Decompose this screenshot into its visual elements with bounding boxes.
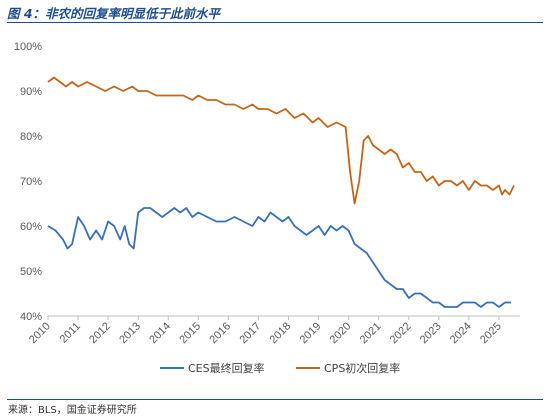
- x-tick-label: 2012: [87, 320, 113, 346]
- source-rule: [7, 399, 543, 400]
- legend: CES最终回复率 CPS初次回复率: [160, 361, 400, 375]
- y-tick-label: 40%: [20, 311, 42, 323]
- y-tick-label: 80%: [20, 131, 42, 143]
- plot-lines: [47, 76, 515, 308]
- x-tick-label: 2010: [27, 320, 53, 346]
- x-tick-label: 2015: [177, 320, 203, 346]
- x-tick-label: 2023: [418, 320, 444, 346]
- x-tick-label: 2021: [358, 320, 384, 346]
- legend-label-cps: CPS初次回复率: [324, 361, 400, 375]
- x-tick-label: 2020: [328, 320, 354, 346]
- x-tick-label: 2016: [207, 320, 233, 346]
- legend-label-ces: CES最终回复率: [188, 361, 265, 375]
- y-tick-label: 60%: [20, 221, 42, 233]
- x-tick-label: 2019: [298, 320, 324, 346]
- x-tick-label: 2018: [268, 320, 294, 346]
- cps-series-line: [47, 76, 515, 205]
- y-tick-label: 100%: [14, 41, 42, 53]
- y-tick-label: 50%: [20, 266, 42, 278]
- x-tick-label: 2017: [237, 320, 263, 346]
- y-tick-label: 90%: [20, 86, 42, 98]
- y-tick-label: 70%: [20, 176, 42, 188]
- ces-series-line: [47, 207, 511, 308]
- x-tick-label: 2025: [478, 320, 504, 346]
- source-note: 来源：BLS，国金证券研究所: [8, 405, 137, 416]
- x-tick-label: 2014: [147, 320, 173, 346]
- y-axis: 40% 50% 60% 70% 80% 90% 100%: [14, 41, 42, 323]
- x-axis: 2010 2011 2012 2013 2014 2015 2016 2017 2018 2019…: [27, 315, 520, 346]
- figure-title: 图 4：非农的回复率明显低于此前水平: [7, 6, 221, 21]
- x-tick-label: 2011: [58, 320, 83, 345]
- title-rule: [7, 22, 543, 24]
- x-tick-label: 2022: [388, 320, 414, 346]
- x-tick-label: 2024: [448, 320, 474, 346]
- x-tick-label: 2013: [117, 320, 143, 346]
